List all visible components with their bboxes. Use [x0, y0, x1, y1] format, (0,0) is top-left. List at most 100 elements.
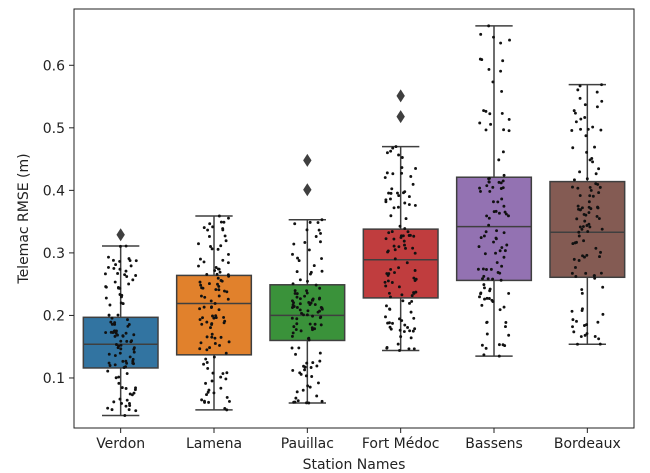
strip-point: [392, 206, 396, 210]
strip-point: [576, 186, 580, 190]
strip-point: [488, 112, 492, 116]
strip-points: [476, 24, 511, 358]
strip-point: [295, 292, 299, 296]
strip-point: [293, 291, 297, 295]
strip-point: [222, 315, 226, 319]
strip-point: [577, 234, 581, 238]
strip-point: [309, 366, 313, 369]
strip-points: [290, 218, 324, 405]
strip-point: [125, 275, 129, 278]
strip-point: [216, 267, 220, 271]
strip-point: [503, 249, 507, 253]
strip-point: [486, 277, 490, 281]
strip-point: [198, 318, 202, 321]
strip-point: [132, 391, 136, 395]
strip-point: [104, 285, 108, 289]
strip-point: [407, 195, 411, 199]
strip-point: [215, 272, 219, 276]
strip-point: [292, 242, 296, 246]
strip-point: [577, 259, 581, 262]
strip-point: [213, 302, 217, 305]
strip-point: [202, 260, 206, 264]
strip-point: [299, 329, 303, 333]
strip-point: [491, 277, 495, 281]
strip-point: [291, 252, 294, 256]
strip-point: [575, 319, 578, 323]
strip-point: [224, 239, 228, 243]
strip-point: [205, 393, 208, 397]
strip-point: [315, 364, 319, 368]
strip-point: [223, 289, 226, 293]
strip-point: [410, 299, 414, 303]
strip-point: [504, 321, 508, 324]
strip-point: [571, 242, 575, 246]
strip-point: [313, 322, 317, 326]
strip-point: [401, 299, 405, 303]
strip-point: [131, 278, 135, 282]
strip-point: [414, 167, 418, 170]
strip-point: [129, 264, 133, 268]
strip-point: [297, 346, 301, 350]
strip-point: [320, 269, 324, 273]
strip-point: [507, 291, 511, 295]
strip-point: [494, 251, 497, 255]
strip-point: [295, 322, 299, 326]
strip-point: [388, 325, 392, 329]
strip-point: [409, 336, 413, 340]
strip-point: [218, 343, 221, 347]
strip-point: [399, 335, 403, 339]
strip-point: [293, 222, 297, 226]
strip-point: [583, 255, 586, 259]
strip-point: [213, 336, 217, 340]
strip-point: [497, 158, 501, 162]
strip-point: [305, 361, 309, 365]
strip-point: [319, 240, 322, 244]
strip-point: [391, 172, 395, 176]
strip-point: [397, 194, 401, 198]
strip-point: [499, 41, 503, 45]
strip-point: [208, 222, 212, 226]
strip-point: [126, 318, 129, 322]
strip-point: [117, 375, 121, 379]
strip-point: [571, 185, 574, 189]
strip-point: [403, 190, 407, 194]
strip-point: [223, 406, 227, 410]
strip-point: [309, 270, 313, 274]
strip-point: [487, 180, 491, 184]
strip-point: [400, 171, 404, 175]
strip-point: [292, 325, 296, 329]
strip-point: [583, 333, 587, 337]
strip-point: [201, 286, 205, 290]
strip-point: [507, 117, 511, 121]
strip-point: [578, 84, 582, 88]
strip-point: [500, 197, 504, 201]
strip-point: [310, 326, 314, 330]
x-axis: Verdon Lamena Pauillac Fort Médoc Bassens Bor…: [96, 428, 621, 452]
strip-point: [221, 228, 225, 232]
strip-point: [225, 371, 229, 375]
strip-points: [103, 244, 138, 417]
strip-point: [495, 229, 499, 233]
strip-point: [488, 289, 492, 293]
strip-point: [385, 304, 388, 308]
strip-point: [211, 314, 214, 318]
strip-point: [385, 272, 389, 275]
strip-point: [210, 332, 214, 336]
strip-point: [308, 385, 312, 389]
strip-point: [396, 342, 400, 346]
strip-point: [131, 357, 135, 361]
strip-point: [601, 312, 605, 316]
strip-point: [487, 297, 491, 300]
strip-point: [212, 355, 216, 359]
strip-point: [291, 331, 295, 335]
strip-point: [596, 205, 600, 209]
strip-point: [485, 296, 489, 300]
strip-point: [397, 153, 401, 157]
x-tick-label: Fort Médoc: [362, 436, 440, 452]
iqr-box: [269, 284, 346, 342]
strip-point: [385, 171, 389, 175]
strip-point: [494, 209, 498, 213]
strip-point: [505, 243, 509, 247]
strip-point: [119, 295, 123, 299]
strip-point: [593, 276, 597, 280]
